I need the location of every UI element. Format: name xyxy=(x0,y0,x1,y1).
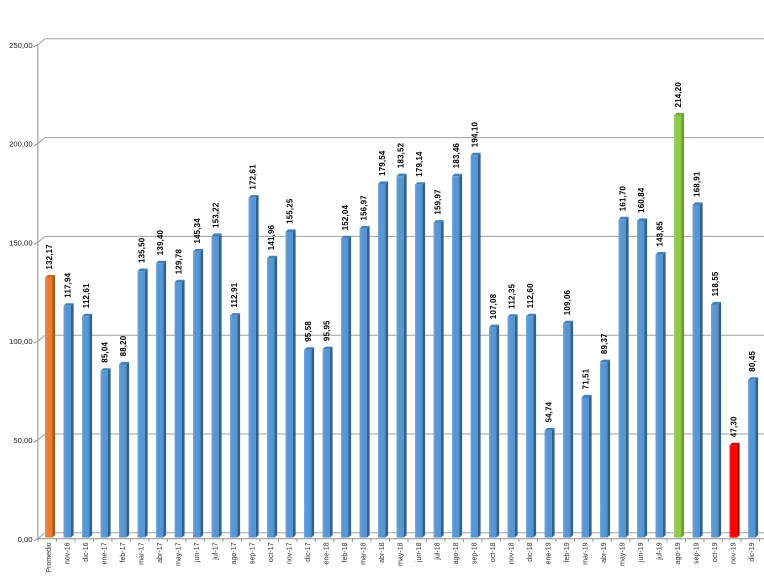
svg-text:112,61: 112,61 xyxy=(82,283,91,308)
svg-text:nov-16: nov-16 xyxy=(64,542,72,564)
svg-text:jul-17: jul-17 xyxy=(212,542,220,560)
svg-text:85,04: 85,04 xyxy=(101,342,110,363)
svg-text:may-19: may-19 xyxy=(619,542,627,566)
svg-text:156,97: 156,97 xyxy=(360,195,369,221)
svg-text:47,30: 47,30 xyxy=(730,416,739,437)
svg-text:mar-19: mar-19 xyxy=(582,542,590,565)
svg-text:abr-19: abr-19 xyxy=(600,542,608,563)
svg-text:179,54: 179,54 xyxy=(378,150,387,176)
svg-text:153,22: 153,22 xyxy=(212,202,221,228)
svg-text:71,51: 71,51 xyxy=(582,368,591,389)
svg-text:jun-19: jun-19 xyxy=(637,542,645,563)
svg-text:109,06: 109,06 xyxy=(563,289,572,315)
svg-text:155,25: 155,25 xyxy=(286,198,295,224)
svg-text:dic-16: dic-16 xyxy=(82,542,90,561)
svg-text:95,95: 95,95 xyxy=(323,320,332,341)
svg-text:159,97: 159,97 xyxy=(434,189,443,215)
svg-text:160,84: 160,84 xyxy=(637,187,646,213)
svg-text:may-17: may-17 xyxy=(175,542,183,566)
svg-text:141,96: 141,96 xyxy=(267,224,276,250)
svg-text:sep-17: sep-17 xyxy=(249,542,257,564)
svg-text:89,37: 89,37 xyxy=(600,333,609,354)
svg-text:194,10: 194,10 xyxy=(471,121,480,147)
svg-text:168,91: 168,91 xyxy=(693,171,702,197)
svg-text:ene-19: ene-19 xyxy=(545,542,553,564)
svg-text:117,94: 117,94 xyxy=(64,272,73,297)
svg-text:jun-18: jun-18 xyxy=(415,542,423,563)
svg-text:dic-18: dic-18 xyxy=(526,542,534,561)
svg-text:nov-19: nov-19 xyxy=(730,542,738,564)
svg-text:jul-18: jul-18 xyxy=(434,542,442,560)
svg-text:abr-17: abr-17 xyxy=(156,542,164,563)
svg-text:179,14: 179,14 xyxy=(415,151,424,177)
svg-text:oct-19: oct-19 xyxy=(711,542,719,562)
svg-text:88,20: 88,20 xyxy=(119,335,128,356)
svg-text:139,40: 139,40 xyxy=(156,229,165,255)
svg-text:135,50: 135,50 xyxy=(138,237,147,263)
svg-text:Promedio: Promedio xyxy=(45,542,53,572)
svg-text:jul-19: jul-19 xyxy=(656,542,664,560)
svg-text:54,74: 54,74 xyxy=(545,401,554,422)
svg-text:mar-18: mar-18 xyxy=(360,542,368,565)
svg-text:feb-19: feb-19 xyxy=(563,542,571,562)
svg-text:200,00: 200,00 xyxy=(9,140,33,149)
svg-text:jun-17: jun-17 xyxy=(193,542,201,563)
svg-text:129,78: 129,78 xyxy=(175,249,184,275)
svg-text:oct-17: oct-17 xyxy=(267,542,275,562)
svg-text:dic-17: dic-17 xyxy=(304,542,312,561)
svg-text:ago-19: ago-19 xyxy=(674,542,682,564)
svg-text:161,70: 161,70 xyxy=(619,185,628,211)
svg-text:107,08: 107,08 xyxy=(489,293,498,319)
svg-text:dic-19: dic-19 xyxy=(748,542,756,561)
svg-text:50,00: 50,00 xyxy=(13,436,32,445)
svg-text:150,00: 150,00 xyxy=(9,238,33,247)
svg-text:183,52: 183,52 xyxy=(397,142,406,168)
svg-text:152,04: 152,04 xyxy=(341,205,350,231)
svg-text:250,00: 250,00 xyxy=(9,41,33,50)
svg-text:112,91: 112,91 xyxy=(230,282,239,307)
svg-text:nov-18: nov-18 xyxy=(508,542,516,564)
svg-text:abr-18: abr-18 xyxy=(378,542,386,563)
svg-text:112,60: 112,60 xyxy=(526,283,535,308)
svg-text:0,00: 0,00 xyxy=(18,535,33,544)
svg-text:172,61: 172,61 xyxy=(249,164,258,190)
svg-text:118,55: 118,55 xyxy=(711,271,720,296)
svg-text:feb-18: feb-18 xyxy=(341,542,349,562)
svg-text:feb-17: feb-17 xyxy=(119,542,127,562)
svg-text:112,35: 112,35 xyxy=(508,283,517,308)
svg-text:ago-18: ago-18 xyxy=(452,542,460,564)
svg-text:100,00: 100,00 xyxy=(9,337,33,346)
svg-text:may-18: may-18 xyxy=(397,542,405,566)
svg-text:ene-18: ene-18 xyxy=(323,542,331,564)
svg-text:183,46: 183,46 xyxy=(452,142,461,168)
svg-text:sep-18: sep-18 xyxy=(471,542,479,564)
svg-text:mar-17: mar-17 xyxy=(138,542,146,565)
svg-text:145,34: 145,34 xyxy=(193,218,202,244)
svg-text:214,20: 214,20 xyxy=(674,82,683,108)
svg-text:80,45: 80,45 xyxy=(748,351,757,372)
svg-text:sep-19: sep-19 xyxy=(693,542,701,564)
svg-text:ago-17: ago-17 xyxy=(230,542,238,564)
svg-text:95,58: 95,58 xyxy=(304,321,313,342)
svg-text:ene-17: ene-17 xyxy=(101,542,109,564)
svg-text:oct-18: oct-18 xyxy=(489,542,497,562)
svg-text:143,85: 143,85 xyxy=(656,221,665,247)
svg-text:nov-17: nov-17 xyxy=(286,542,294,564)
svg-text:132,17: 132,17 xyxy=(45,244,54,270)
